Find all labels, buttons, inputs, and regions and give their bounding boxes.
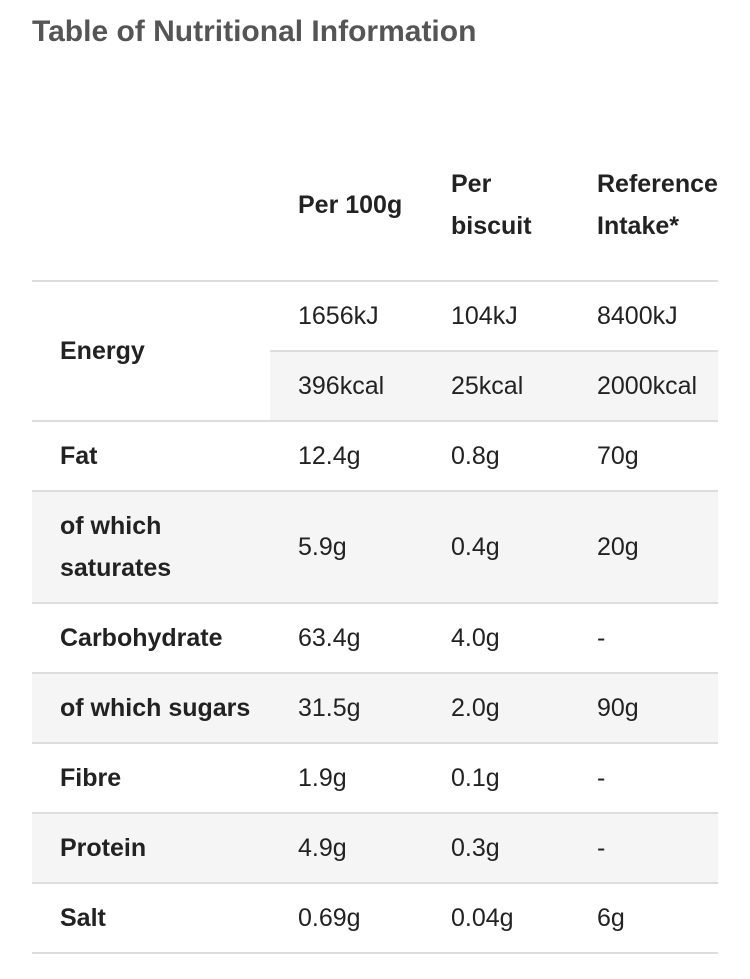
value-cell: 0.4g <box>423 491 569 603</box>
table-row: Fibre 1.9g 0.1g - <box>32 743 718 813</box>
value-cell: 20g <box>569 491 718 603</box>
row-label: Energy <box>32 281 270 421</box>
value-cell: 5.9g <box>270 491 423 603</box>
table-row: Salt 0.69g 0.04g 6g <box>32 883 718 953</box>
value-cell: 63.4g <box>298 624 361 652</box>
column-header: Per 100g <box>298 191 403 219</box>
value-cell: 70g <box>597 442 639 470</box>
table-row: 396kcal 25kcal 2000kcal <box>32 351 718 421</box>
table-row: Carbohydrate 63.4g 4.0g - <box>32 603 718 673</box>
value-cell: 0.04g <box>451 904 514 932</box>
value-cell: - <box>597 764 606 792</box>
value-cell: - <box>597 624 606 652</box>
value-cell: 90g <box>569 673 718 743</box>
row-label: Carbohydrate <box>60 624 223 652</box>
value-cell: 31.5g <box>270 673 423 743</box>
value-cell: 8400kJ <box>597 302 678 330</box>
title: Table of Nutritional Information <box>32 15 477 48</box>
row-label: Fat <box>60 442 98 470</box>
table-wrap: Per 100g Per biscuit Reference Intake* Ene… <box>32 130 718 979</box>
row-label: Protein <box>32 813 270 883</box>
value-cell: 2000kcal <box>569 351 718 421</box>
value-cell: 1656kJ <box>298 302 379 330</box>
value-cell: 12.4g <box>298 442 361 470</box>
value-cell: - <box>569 813 718 883</box>
value-cell: 1.9g <box>298 764 347 792</box>
table-row: of which saturates 5.9g 0.4g 20g <box>32 491 718 603</box>
value-cell: 396kcal <box>270 351 423 421</box>
nutrition-table: Per 100g Per biscuit Reference Intake* Ene… <box>32 130 718 954</box>
row-label: of which saturates <box>32 491 270 603</box>
row-label: of which sugars <box>32 673 270 743</box>
table-row: Energy 1656kJ 104kJ 8400kJ <box>32 281 718 421</box>
value-cell: 0.1g <box>451 764 500 792</box>
value-cell: 0.69g <box>298 904 361 932</box>
row-label: Salt <box>60 904 106 932</box>
row-label: Fibre <box>60 764 122 792</box>
column-header: Reference Intake* <box>597 170 718 240</box>
value-cell: 2.0g <box>423 673 569 743</box>
value-cell: 4.0g <box>451 624 500 652</box>
table-row: of which sugars 31.5g 2.0g 90g <box>32 673 718 743</box>
table-row: Fat 12.4g 0.8g 70g <box>32 421 718 491</box>
table-row: Protein 4.9g 0.3g - <box>32 813 718 883</box>
value-cell: 25kcal <box>423 351 569 421</box>
column-header: Per biscuit <box>451 170 532 240</box>
value-cell: 104kJ <box>451 302 518 330</box>
value-cell: 6g <box>597 904 625 932</box>
header-row: Per 100g Per biscuit Reference Intake* <box>32 130 718 281</box>
header-empty <box>32 130 270 281</box>
value-cell: 0.8g <box>451 442 500 470</box>
value-cell: 0.3g <box>423 813 569 883</box>
value-cell: 4.9g <box>270 813 423 883</box>
